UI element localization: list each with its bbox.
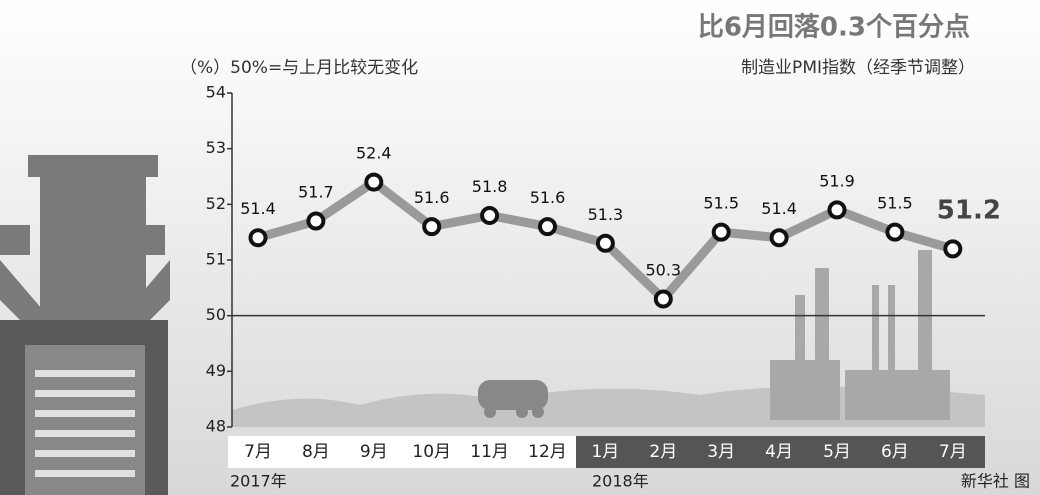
data-label: 51.3 bbox=[588, 205, 624, 224]
x-tick-label: 9月 bbox=[360, 442, 388, 462]
data-label: 51.6 bbox=[414, 188, 450, 207]
data-point bbox=[251, 230, 266, 245]
data-label: 51.2 bbox=[937, 195, 1001, 225]
data-label: 51.5 bbox=[703, 194, 739, 213]
y-axis-label: （%）50%=与上月比较无变化 bbox=[180, 58, 418, 78]
chart: 比6月回落0.3个百分点 制造业PMI指数（经季节调整） （%）50%=与上月比… bbox=[0, 0, 1040, 495]
chart-subtitle: 制造业PMI指数（经季节调整） bbox=[741, 58, 975, 78]
y-tick-label: 51 bbox=[206, 250, 226, 269]
data-point bbox=[945, 241, 960, 256]
x-tick-label: 1月 bbox=[591, 442, 619, 462]
y-tick-label: 50 bbox=[206, 305, 226, 324]
data-label: 51.6 bbox=[530, 188, 566, 207]
data-point bbox=[714, 225, 729, 240]
x-tick-label: 7月 bbox=[939, 442, 967, 462]
data-label: 50.3 bbox=[645, 260, 681, 279]
data-label: 51.7 bbox=[298, 183, 334, 202]
data-point bbox=[830, 202, 845, 217]
data-point bbox=[424, 219, 439, 234]
data-label: 51.9 bbox=[819, 171, 855, 190]
chart-title: 比6月回落0.3个百分点 bbox=[698, 12, 970, 43]
x-tick-label: 6月 bbox=[881, 442, 909, 462]
x-tick-label: 12月 bbox=[528, 442, 567, 462]
x-tick-label: 7月 bbox=[244, 442, 272, 462]
data-label: 52.4 bbox=[356, 144, 392, 163]
y-tick-label: 48 bbox=[206, 417, 226, 436]
year-label: 2017年 bbox=[230, 472, 287, 491]
category-band-2017 bbox=[228, 436, 576, 468]
x-tick-label: 2月 bbox=[649, 442, 677, 462]
y-tick-label: 54 bbox=[206, 83, 226, 102]
y-tick-label: 52 bbox=[206, 194, 226, 213]
data-label: 51.8 bbox=[472, 177, 508, 196]
data-point bbox=[308, 214, 323, 229]
data-point bbox=[656, 291, 671, 306]
x-tick-label: 11月 bbox=[470, 442, 509, 462]
data-point bbox=[482, 208, 497, 223]
data-label: 51.4 bbox=[761, 199, 797, 218]
year-label: 2018年 bbox=[592, 472, 649, 491]
x-tick-label: 4月 bbox=[765, 442, 793, 462]
data-point bbox=[772, 230, 787, 245]
x-tick-label: 8月 bbox=[302, 442, 330, 462]
x-tick-label: 5月 bbox=[823, 442, 851, 462]
source: 新华社 图 bbox=[961, 472, 1030, 491]
x-tick-label: 10月 bbox=[412, 442, 451, 462]
data-point bbox=[887, 225, 902, 240]
y-tick-label: 49 bbox=[206, 361, 226, 380]
data-point bbox=[598, 236, 613, 251]
data-point bbox=[366, 175, 381, 190]
data-label: 51.5 bbox=[877, 194, 913, 213]
x-tick-label: 3月 bbox=[707, 442, 735, 462]
y-tick-label: 53 bbox=[206, 138, 226, 157]
data-label: 51.4 bbox=[240, 199, 276, 218]
data-point bbox=[540, 219, 555, 234]
